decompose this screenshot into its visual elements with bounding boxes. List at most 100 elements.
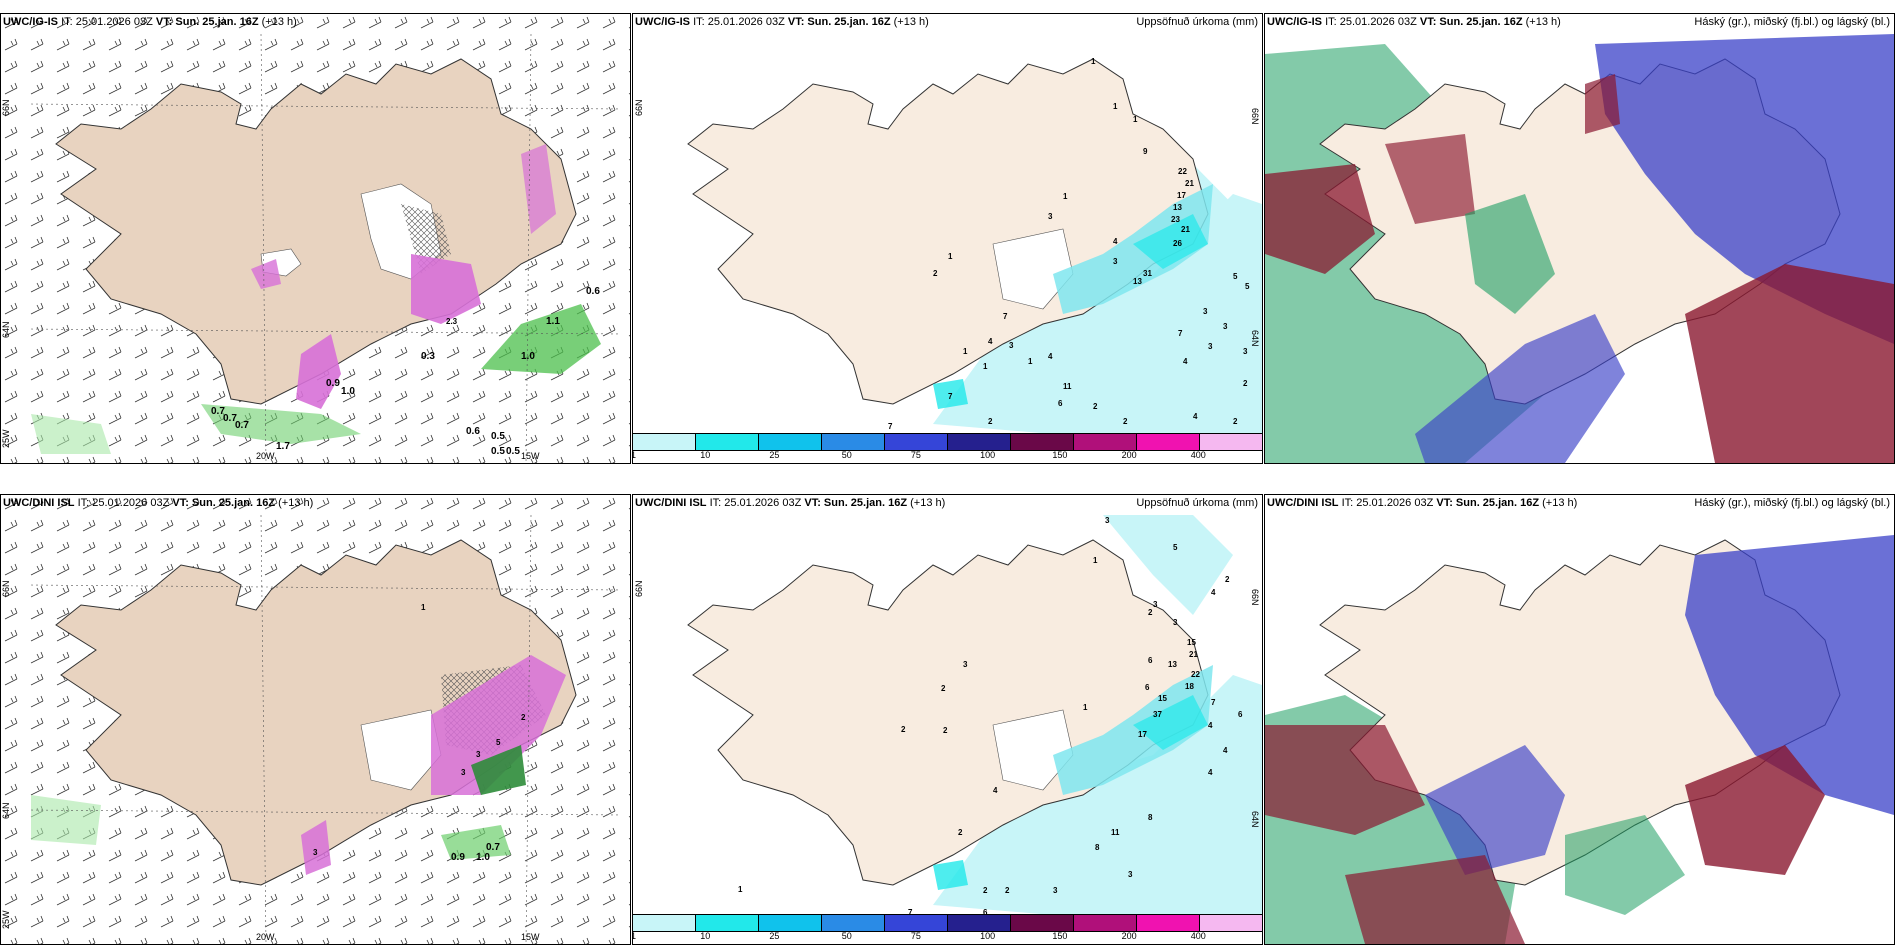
- value-label: 3: [313, 848, 318, 857]
- precip-field-moderate: [1053, 665, 1213, 795]
- mid-cloud-area: [1595, 34, 1894, 344]
- graticule-64n: [30, 328, 622, 335]
- low-cloud-area-southeast: [1685, 745, 1825, 875]
- panel-ig-clouds: UWC/IG-IS IT: 25.01.2026 03Z VT: Sun. 25…: [1264, 13, 1895, 464]
- colorbar-tick: 50: [841, 931, 852, 941]
- panel-right-title: Háský (gr.), miðský (fj.bl.) og lágský (…: [1694, 497, 1890, 509]
- panel-title: UWC/DINI ISL IT: 25.01.2026 03Z VT: Sun.…: [1267, 497, 1578, 509]
- precip-value: 17: [1138, 730, 1147, 739]
- precip-value: 2: [1243, 379, 1248, 388]
- precip-field-heavy: [1133, 214, 1208, 269]
- value-label: 1.0: [341, 386, 355, 397]
- value-label: 0.7: [211, 406, 225, 417]
- value-label: 0.9: [326, 378, 340, 389]
- precip-value: 8: [1095, 843, 1100, 852]
- value-label: 5: [496, 738, 501, 747]
- precip-value: 2: [901, 725, 906, 734]
- precip-value: 3: [1223, 322, 1228, 331]
- precip-value: 2: [1148, 608, 1153, 617]
- graticule-20w: [260, 514, 267, 944]
- mid-cloud-area: [1685, 535, 1894, 815]
- hatched-region: [401, 204, 451, 274]
- lat-label-66n-right: 66N: [1250, 108, 1260, 125]
- panel-right-title: Háský (gr.), miðský (fj.bl.) og lágský (…: [1694, 16, 1890, 28]
- precip-field-north: [1103, 515, 1233, 615]
- precip-value: 1: [1091, 57, 1096, 66]
- lat-label-66n-right: 66N: [1250, 589, 1260, 606]
- precip-value: 2: [1225, 575, 1230, 584]
- precip-value: 17: [1177, 191, 1186, 200]
- panel-title: UWC/IG-IS IT: 25.01.2026 03Z VT: Sun. 25…: [1267, 16, 1561, 28]
- graticule-64n: [30, 809, 622, 816]
- precip-value: 13: [1173, 203, 1182, 212]
- wind-area-southwest: [31, 414, 111, 454]
- panel-title: UWC/DINI ISL IT: 25.01.2026 03Z VT: Sun.…: [635, 497, 946, 509]
- precip-value: 3: [1153, 600, 1158, 609]
- cloud-map: [1265, 495, 1894, 944]
- precip-value: 6: [1238, 710, 1243, 719]
- colorbar-swatch: [1200, 434, 1262, 450]
- mid-cloud-area-central: [1425, 745, 1565, 875]
- precip-value: 3: [1048, 212, 1053, 221]
- corner-label-25w: 25W: [1, 910, 11, 929]
- precip-value: 5: [1233, 272, 1238, 281]
- low-cloud-area-southeast: [1685, 264, 1894, 463]
- colorbar-tick: 400: [1190, 931, 1206, 941]
- colorbar-tick: 75: [910, 450, 921, 460]
- precip-value: 7: [1003, 312, 1008, 321]
- lat-label-66n: 66N: [634, 99, 644, 116]
- precip-area-southeast: [411, 254, 481, 324]
- precip-value: 4: [1223, 746, 1228, 755]
- colorbar-labels: 1 10 25 50 75 100 150 200 400: [633, 931, 1262, 943]
- panel-ig-wind: UWC/IG-IS IT: 25.01.2026 03Z VT: Sun. 25…: [0, 13, 631, 464]
- precip-value: 2: [941, 684, 946, 693]
- precip-value: 4: [1208, 768, 1213, 777]
- wind-area-south: [441, 825, 511, 860]
- precip-value: 5: [1173, 543, 1178, 552]
- colorbar-swatches: [633, 433, 1262, 451]
- value-label: 1.1: [546, 316, 560, 327]
- precip-map: 66N 66N 64N 3 5 2 4 1 3 2 3 15 21 13 22 …: [634, 515, 1262, 917]
- colorbar-swatch: [885, 434, 948, 450]
- precip-value: 22: [1191, 670, 1200, 679]
- iceland-land: [55, 58, 577, 405]
- precip-value: 3: [1173, 618, 1178, 627]
- precip-value: 4: [1048, 352, 1053, 361]
- precip-value: 8: [1148, 813, 1153, 822]
- precip-value: 7: [1178, 329, 1183, 338]
- graticule-20w: [260, 33, 267, 463]
- lat-label-66n: 66N: [1, 99, 11, 116]
- precip-value: 2: [933, 269, 938, 278]
- precip-area-east: [521, 144, 556, 234]
- low-cloud-area-west: [1265, 725, 1425, 835]
- value-label: 3: [461, 768, 466, 777]
- precip-value: 1: [1083, 703, 1088, 712]
- lat-label-66n: 66N: [1, 580, 11, 597]
- precip-value: 4: [1193, 412, 1198, 421]
- colorbar-swatch: [1011, 434, 1074, 450]
- precip-value: 31: [1143, 269, 1152, 278]
- value-label: 1.0: [521, 351, 535, 362]
- lat-label-64n-right: 64N: [1250, 811, 1260, 828]
- value-label: 0.3: [421, 351, 435, 362]
- colorbar-swatch: [1074, 915, 1137, 931]
- precip-value: 3: [1128, 870, 1133, 879]
- value-label: 0.9: [451, 852, 465, 863]
- precip-value: 7: [1211, 698, 1216, 707]
- wind-area-south: [201, 404, 361, 444]
- precip-value: 15: [1187, 638, 1196, 647]
- precip-value: 21: [1185, 179, 1194, 188]
- precip-value: 3: [1113, 257, 1118, 266]
- precip-value: 26: [1173, 239, 1182, 248]
- value-label: 0.5: [491, 431, 505, 442]
- precip-value: 1: [963, 347, 968, 356]
- precip-area-south: [296, 334, 341, 409]
- precip-value: 3: [1243, 347, 1248, 356]
- value-label: 0.7: [223, 413, 237, 424]
- value-label: 1: [421, 603, 426, 612]
- precip-value: 1: [948, 252, 953, 261]
- precip-value: 11: [1111, 828, 1120, 837]
- precip-area-southeast: [431, 655, 566, 795]
- value-label: 2: [521, 713, 526, 722]
- precip-value: 1: [1113, 102, 1118, 111]
